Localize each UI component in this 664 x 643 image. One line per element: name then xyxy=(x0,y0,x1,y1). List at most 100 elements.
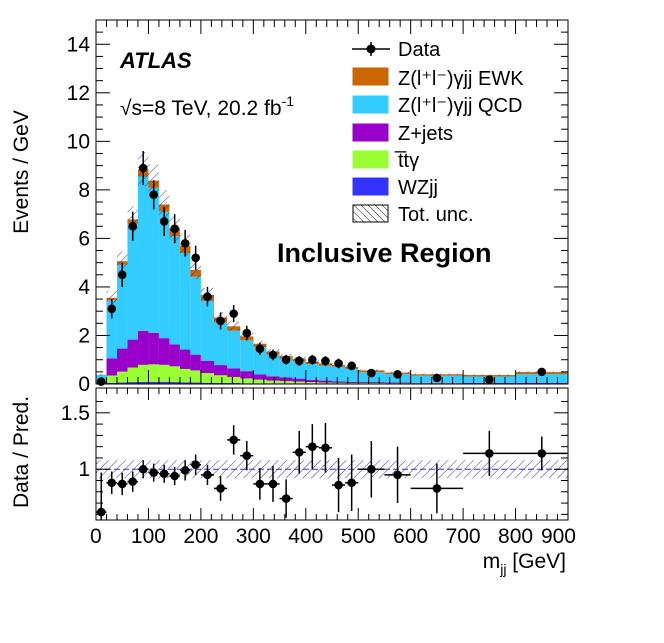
region-label: Inclusive Region xyxy=(277,238,492,268)
ratio-point-11 xyxy=(216,484,225,493)
data-point-0 xyxy=(96,377,106,386)
legend-label-wzjj: WZjj xyxy=(398,177,438,199)
ratio-point-1 xyxy=(107,478,117,488)
ratio-point-22 xyxy=(367,464,376,474)
bar-z-l-l-jj-qcd-21 xyxy=(345,368,359,382)
data-point-4 xyxy=(138,163,148,173)
bar-wzjj-3 xyxy=(127,382,138,384)
bar-tt--8 xyxy=(179,368,191,383)
data-point-1 xyxy=(107,304,117,314)
bar-tt--3 xyxy=(127,367,138,383)
ratio-point-12 xyxy=(229,435,238,445)
bar-wzjj-6 xyxy=(158,381,170,384)
bar-z-jets-19 xyxy=(318,380,332,383)
bar-tt--7 xyxy=(169,366,180,383)
legend-ttgamma: t̅tγ xyxy=(352,150,419,172)
bar-z-jets-7 xyxy=(169,344,180,367)
bar-wzjj-5 xyxy=(148,381,159,384)
legend-label-unc: Tot. unc. xyxy=(398,204,474,226)
data-point-22 xyxy=(367,368,376,378)
legend-wzjj: WZjj xyxy=(352,177,438,199)
total-unc-band-6 xyxy=(158,190,170,219)
bar-tt--4 xyxy=(137,364,149,382)
main-ytick-label-6: 6 xyxy=(78,227,90,250)
bar-z-l-l-jj-qcd-12 xyxy=(227,330,241,369)
ratio-point-24 xyxy=(432,484,442,493)
ratio-point-19 xyxy=(321,443,330,453)
bar-z-l-l-jj-qcd-5 xyxy=(148,187,159,333)
bar-z-jets-18 xyxy=(305,379,319,383)
ratio-point-5 xyxy=(149,468,158,477)
bar-wzjj-2 xyxy=(116,382,128,384)
bar-z-l-l-jj-qcd-26 xyxy=(515,374,568,384)
bar-tt--18 xyxy=(305,382,319,384)
x-tick-label-800: 800 xyxy=(498,525,533,548)
bar-tt--15 xyxy=(266,380,280,384)
bar-wzjj-4 xyxy=(137,381,149,384)
x-tick-label-700: 700 xyxy=(446,525,481,548)
data-point-3 xyxy=(128,221,138,231)
bar-z-l-l-jj-qcd-13 xyxy=(240,340,254,372)
bar-z-jets-1 xyxy=(106,358,117,376)
x-tick-label-100: 100 xyxy=(131,525,166,548)
main-ytick-label-14: 14 xyxy=(67,33,91,56)
x-tick-label-300: 300 xyxy=(236,525,271,548)
ratio-point-0 xyxy=(96,507,106,517)
data-point-8 xyxy=(180,238,190,248)
total-unc-band-2 xyxy=(116,251,128,272)
legend-unc: Tot. unc. xyxy=(352,204,474,226)
data-point-10 xyxy=(203,292,212,301)
ratio-point-20 xyxy=(334,480,343,490)
bar-z-jets-11 xyxy=(214,365,228,376)
ratio-point-15 xyxy=(268,479,278,489)
bar-z-l-l-jj-qcd-2 xyxy=(116,264,128,349)
bar-tt--12 xyxy=(227,376,241,384)
main-ytick-label-10: 10 xyxy=(67,130,90,153)
bar-z-l-l-jj-qcd-10 xyxy=(200,301,214,361)
bar-z-jets-16 xyxy=(279,377,293,382)
main-x-ticks xyxy=(95,20,569,384)
bar-z-jets-6 xyxy=(158,338,170,365)
total-unc-band-0 xyxy=(96,374,107,376)
bar-z-jets-20 xyxy=(332,381,346,383)
bar-z-jets-3 xyxy=(127,339,138,368)
bar-tt--19 xyxy=(318,382,332,384)
bar-z-l-l-jj-qcd-7 xyxy=(169,235,180,345)
main-ytick-label-0: 0 xyxy=(78,373,90,396)
data-point-9 xyxy=(191,253,200,263)
data-point-13 xyxy=(242,328,252,338)
bar-z-l-l-jj-qcd-18 xyxy=(305,364,319,380)
bar-z-jets-2 xyxy=(116,348,128,372)
ratio-point-16 xyxy=(281,494,291,503)
main-histogram-bars xyxy=(96,169,568,384)
data-point-18 xyxy=(308,355,317,365)
main-ytick-label-2: 2 xyxy=(78,324,90,347)
ratio-point-17 xyxy=(294,448,304,457)
bar-z-l-l-jj-qcd-15 xyxy=(266,354,280,377)
bar-tt--20 xyxy=(332,382,346,384)
legend-label-data: Data xyxy=(398,39,441,61)
bar-tt--6 xyxy=(158,364,170,382)
data-point-15 xyxy=(268,350,278,360)
bar-z-jets-12 xyxy=(227,368,241,377)
x-tick-label-200: 200 xyxy=(183,525,218,548)
legend-ewk: Z(l⁺l⁻)γjj EWK xyxy=(352,67,524,90)
legend-label-ewk: Z(l⁺l⁻)γjj EWK xyxy=(398,68,524,90)
data-point-20 xyxy=(334,359,343,368)
bar-tt--11 xyxy=(214,375,228,384)
bar-z-l-l-jj-qcd-19 xyxy=(318,365,332,381)
bar-z-l-l-jj-qcd-3 xyxy=(127,224,138,340)
legend-data: Data xyxy=(352,39,441,61)
bar-tt--21 xyxy=(345,383,359,384)
ratio-point-13 xyxy=(242,451,252,460)
ratio-point-26 xyxy=(537,449,547,458)
bar-tt--10 xyxy=(200,373,214,383)
ratio-data-points xyxy=(96,422,568,520)
ratio-point-14 xyxy=(255,479,265,489)
bar-z-jets-8 xyxy=(179,349,191,369)
x-tick-label-600: 600 xyxy=(393,525,428,548)
bar-z-jets-5 xyxy=(148,332,159,365)
bar-tt--9 xyxy=(190,370,201,383)
legend-label-qcd: Z(l⁺l⁻)γjj QCD xyxy=(398,95,522,117)
atlas-label: ATLAS xyxy=(119,48,192,73)
